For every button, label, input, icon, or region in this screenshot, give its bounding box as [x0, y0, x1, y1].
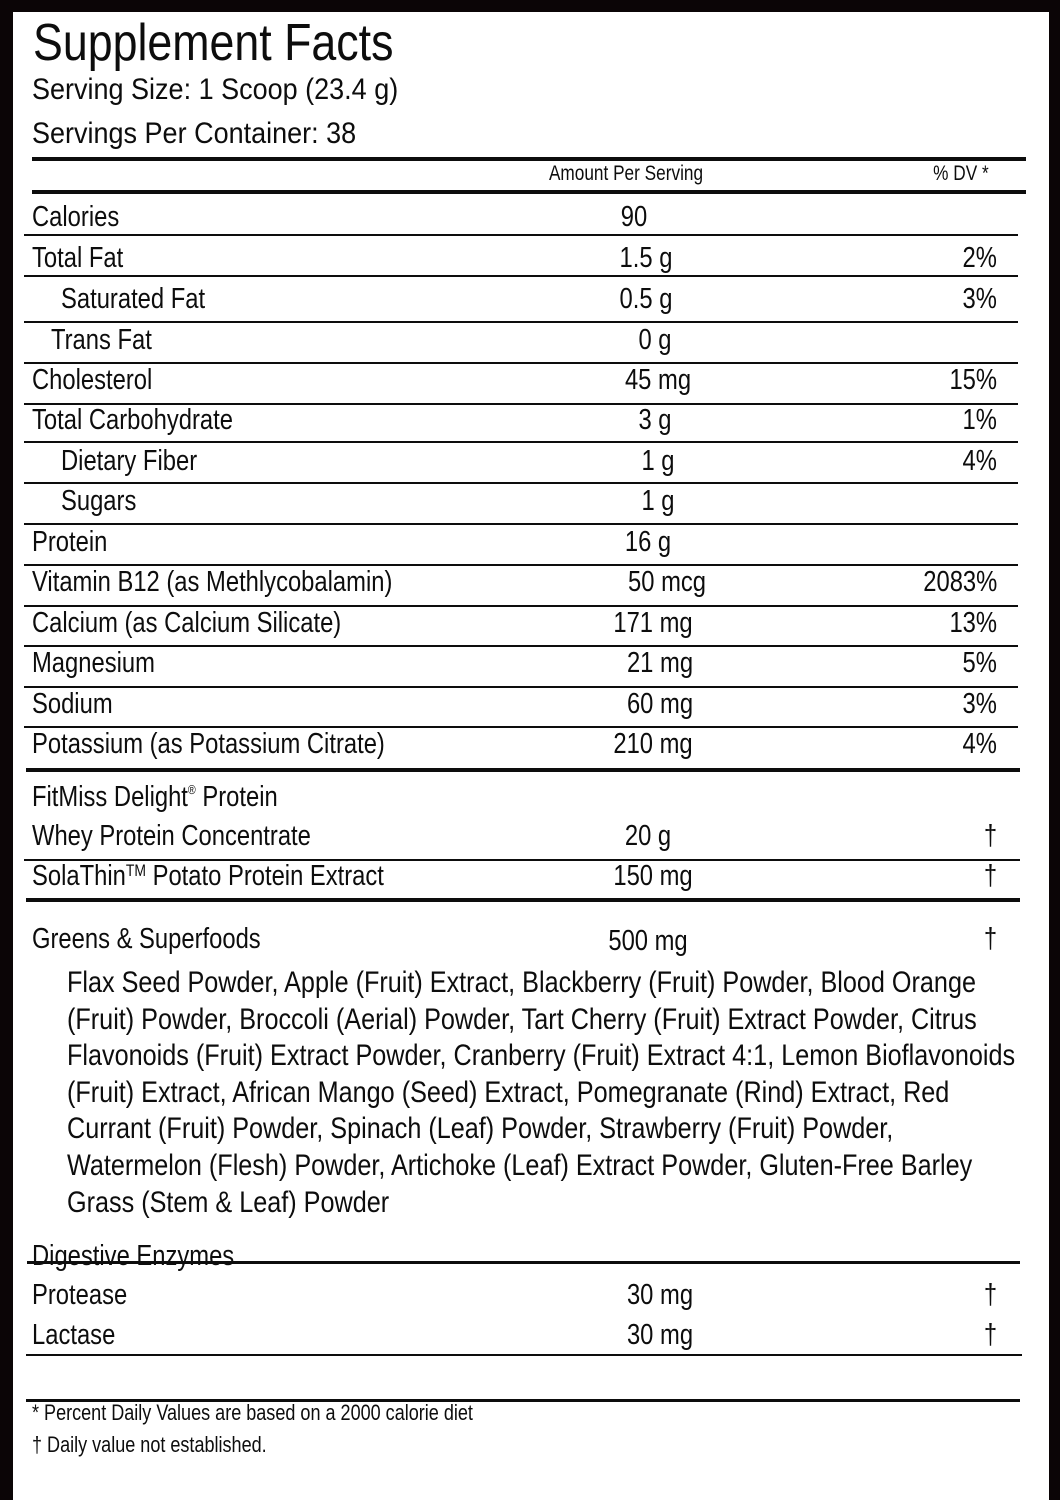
nutrient-amount: 1 g — [641, 445, 675, 477]
section-rule-thick — [27, 1261, 1020, 1264]
nutrient-amount: 3 g — [638, 404, 672, 436]
nutrient-dv: 2% — [962, 242, 997, 274]
blend-item-amount: 20 g — [624, 820, 672, 852]
row-divider — [24, 234, 1018, 236]
nutrient-name: Calories — [32, 201, 120, 233]
row-divider — [24, 523, 1018, 525]
nutrient-amount: 210 mg — [613, 728, 693, 760]
frame-border-right — [1049, 0, 1060, 1500]
nutrient-amount: 60 mg — [626, 688, 694, 720]
nutrient-name: Sugars — [61, 485, 137, 517]
greens-heading: Greens & Superfoods — [32, 923, 261, 955]
row-divider — [24, 441, 1018, 443]
footnote-rule — [26, 1399, 1020, 1402]
enzyme-name: Lactase — [32, 1319, 116, 1351]
enzyme-amount: 30 mg — [626, 1279, 694, 1311]
blend-item-name: Whey Protein Concentrate — [32, 820, 311, 852]
nutrient-name: Total Carbohydrate — [32, 404, 233, 436]
row-divider — [24, 275, 1018, 277]
amount-column-header: Amount Per Serving — [548, 162, 704, 185]
nutrient-name: Magnesium — [32, 647, 155, 679]
nutrient-amount: 0.5 g — [619, 283, 673, 315]
section-rule-thick — [26, 898, 1020, 902]
row-divider — [24, 686, 1018, 688]
greens-amount: 500 mg — [608, 925, 688, 957]
row-divider — [24, 403, 1018, 405]
dagger-mark: † — [983, 1279, 997, 1311]
nutrient-name: Trans Fat — [51, 324, 152, 356]
header-bottom-rule — [32, 190, 1026, 194]
nutrient-name: Calcium (as Calcium Silicate) — [32, 607, 342, 639]
dv-column-header: % DV * — [933, 162, 989, 185]
dv-footnote: * Percent Daily Values are based on a 20… — [32, 1400, 473, 1425]
nutrient-name: Potassium (as Potassium Citrate) — [32, 728, 385, 760]
enzymes-heading: Digestive Enzymes — [32, 1240, 235, 1272]
label-title: Supplement Facts — [33, 14, 394, 72]
enzyme-amount: 30 mg — [626, 1319, 694, 1351]
row-divider — [24, 321, 1018, 323]
row-divider — [24, 482, 1018, 484]
nutrient-dv: 5% — [962, 647, 997, 679]
blend-item-name: SolaThinTM Potato Protein Extract — [32, 860, 384, 892]
dagger-mark: † — [983, 923, 997, 955]
row-divider — [24, 859, 1020, 861]
nutrient-amount: 21 mg — [626, 647, 694, 679]
nutrient-amount: 90 — [620, 201, 648, 233]
nutrient-name: Cholesterol — [32, 364, 153, 396]
greens-ingredients-list: Flax Seed Powder, Apple (Fruit) Extract,… — [67, 966, 1016, 1219]
registered-mark: ® — [187, 782, 196, 797]
frame-border-left — [0, 0, 13, 1500]
dagger-mark: † — [983, 820, 997, 852]
section-rule-thick — [26, 768, 1020, 772]
serving-size: Serving Size: 1 Scoop (23.4 g) — [32, 73, 399, 106]
nutrient-name: Sodium — [32, 688, 113, 720]
blend-item-amount: 150 mg — [613, 860, 693, 892]
nutrient-dv: 3% — [962, 283, 997, 315]
nutrient-amount: 45 mg — [624, 364, 692, 396]
nutrient-name: Vitamin B12 (as Methlycobalamin) — [32, 566, 393, 598]
nutrient-dv: 4% — [962, 445, 997, 477]
nutrient-amount: 171 mg — [613, 607, 693, 639]
nutrient-dv: 3% — [962, 688, 997, 720]
row-divider — [24, 645, 1018, 647]
row-divider — [26, 1354, 1022, 1356]
nutrient-dv: 13% — [949, 607, 997, 639]
row-divider — [24, 605, 1018, 607]
header-top-rule — [32, 157, 1026, 161]
nutrient-amount: 16 g — [624, 526, 672, 558]
row-divider — [24, 564, 1018, 566]
nutrient-name: Dietary Fiber — [61, 445, 198, 477]
nutrient-amount: 0 g — [638, 324, 672, 356]
row-divider — [24, 726, 1018, 728]
nutrient-dv: 2083% — [922, 566, 997, 598]
nutrient-name: Protein — [32, 526, 108, 558]
nutrient-amount: 50 mcg — [628, 566, 706, 598]
row-divider — [24, 362, 1018, 364]
nutrient-name: Saturated Fat — [61, 283, 206, 315]
servings-per-container: Servings Per Container: 38 — [32, 117, 357, 150]
nutrient-dv: 15% — [949, 364, 997, 396]
nutrient-amount: 1 g — [641, 485, 675, 517]
frame-border-top — [0, 0, 1060, 12]
nutrient-name: Total Fat — [32, 242, 124, 274]
nutrient-amount: 1.5 g — [619, 242, 673, 274]
dagger-footnote: † Daily value not established. — [32, 1432, 267, 1457]
enzyme-name: Protease — [32, 1279, 128, 1311]
nutrient-dv: 4% — [962, 728, 997, 760]
dagger-mark: † — [983, 860, 997, 892]
nutrient-dv: 1% — [962, 404, 997, 436]
protein-blend-heading: FitMiss Delight® Protein — [32, 781, 278, 813]
dagger-mark: † — [983, 1319, 997, 1351]
trademark-mark: TM — [125, 861, 146, 880]
